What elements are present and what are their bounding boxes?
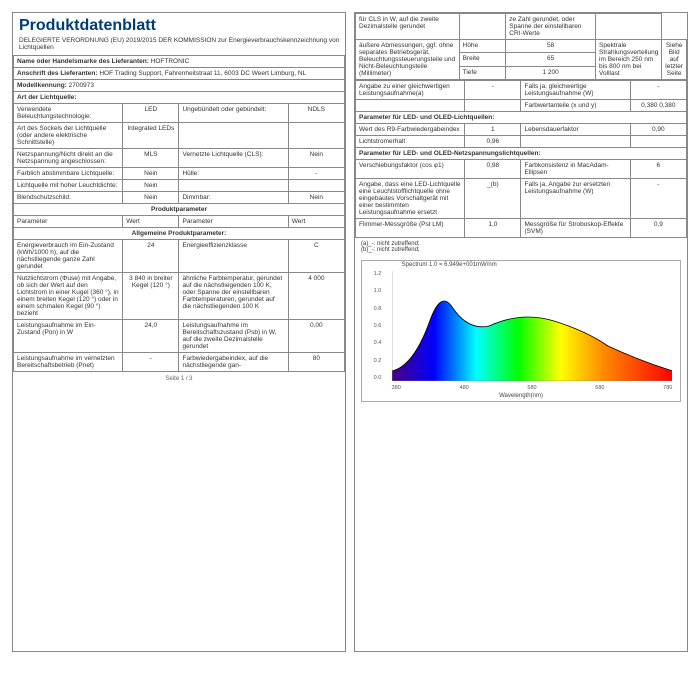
header-table: Name oder Handelsmarke des Lieferanten: … (13, 55, 345, 372)
right-column: für CLS in W, auf die zweite Dezimalstel… (354, 12, 688, 652)
title: Produktdatenblatt (19, 17, 345, 35)
left-column: Produktdatenblatt DELEGIERTE VERORDNUNG … (12, 12, 346, 652)
page-number: Seite 1 / 3 (13, 376, 345, 382)
subtitle: DELEGIERTE VERORDNUNG (EU) 2019/2015 DER… (19, 37, 345, 51)
footnote-b: (b)_-: nicht zutreffend; (361, 247, 681, 253)
spectrum-chart: Spectrum 1.0 = 6.949e+001mW/nm Wavelengt… (361, 260, 682, 402)
right-table: für CLS in W, auf die zweite Dezimalstel… (355, 13, 687, 80)
